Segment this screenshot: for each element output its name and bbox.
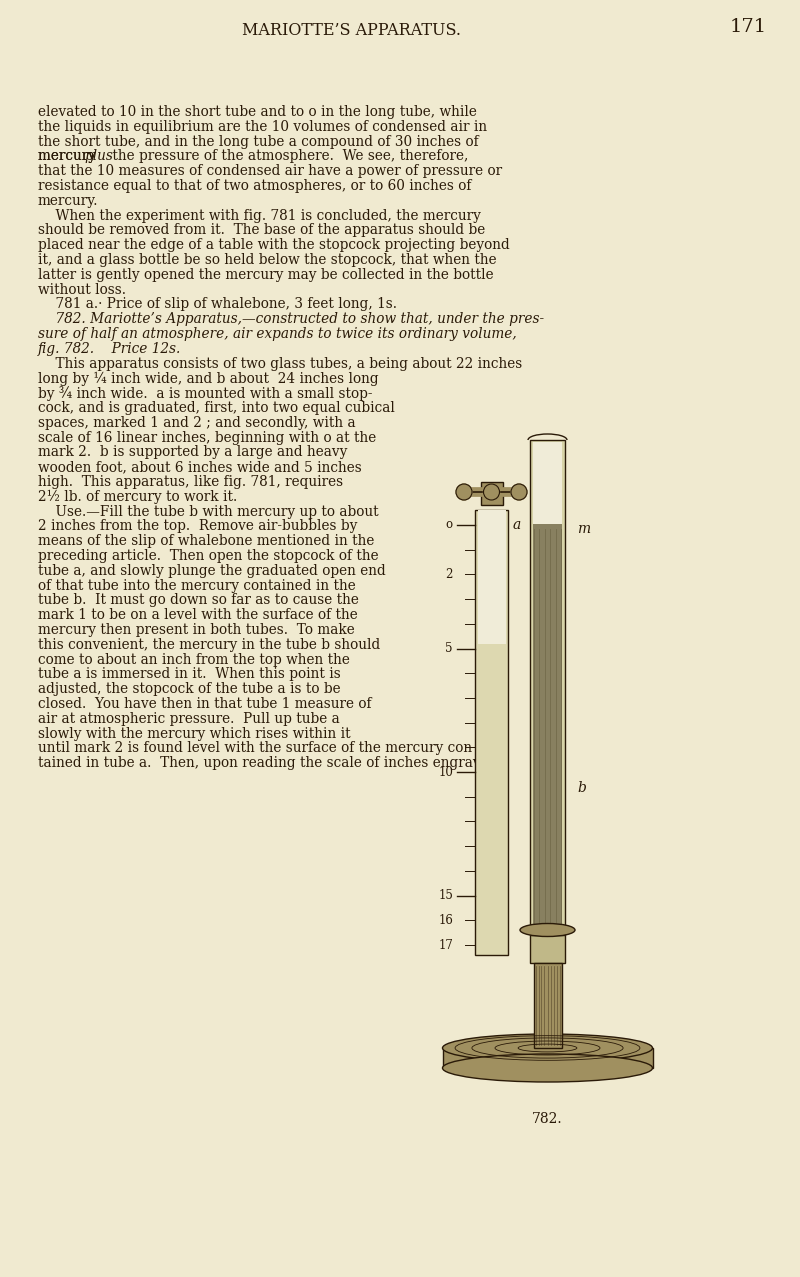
Text: of that tube into the mercury contained in the: of that tube into the mercury contained …: [38, 578, 356, 593]
Text: come to about an inch from the top when the: come to about an inch from the top when …: [38, 653, 350, 667]
Text: 2: 2: [446, 568, 453, 581]
Bar: [530, 935, 565, 963]
Text: sure of half an atmosphere, air expands to twice its ordinary volume,: sure of half an atmosphere, air expands …: [38, 327, 517, 341]
Circle shape: [511, 484, 527, 501]
Text: mercury: mercury: [38, 149, 100, 163]
Ellipse shape: [442, 1054, 653, 1082]
Text: spaces, marked 1 and 2 ; and secondly, with a: spaces, marked 1 and 2 ; and secondly, w…: [38, 416, 356, 430]
Text: without loss.: without loss.: [38, 282, 126, 296]
Text: Use.—Fill the tube b with mercury up to about: Use.—Fill the tube b with mercury up to …: [38, 504, 378, 518]
Bar: [530, 441, 565, 935]
Bar: [533, 442, 562, 524]
Text: the pressure of the atmosphere.  We see, therefore,: the pressure of the atmosphere. We see, …: [107, 149, 468, 163]
Text: tube a is immersed in it.  When this point is: tube a is immersed in it. When this poin…: [38, 668, 341, 682]
Text: When the experiment with fig. 781 is concluded, the mercury: When the experiment with fig. 781 is con…: [38, 208, 481, 222]
Text: mercury then present in both tubes.  To make: mercury then present in both tubes. To m…: [38, 623, 354, 637]
Text: 171: 171: [730, 18, 767, 36]
Text: b: b: [577, 780, 586, 794]
Text: 782.: 782.: [532, 1112, 563, 1126]
Text: it, and a glass bottle be so held below the stopcock, that when the: it, and a glass bottle be so held below …: [38, 253, 497, 267]
Text: 17: 17: [438, 939, 453, 951]
Text: o: o: [446, 518, 453, 531]
Text: wooden foot, about 6 inches wide and 5 inches: wooden foot, about 6 inches wide and 5 i…: [38, 460, 362, 474]
Bar: [534, 963, 562, 1048]
Circle shape: [456, 484, 472, 501]
Bar: [533, 524, 562, 933]
Text: the short tube, and in the long tube a compound of 30 inches of: the short tube, and in the long tube a c…: [38, 134, 478, 148]
Text: 10: 10: [438, 765, 453, 779]
Text: mercury.: mercury.: [38, 194, 98, 208]
Text: high.  This apparatus, like fig. 781, requires: high. This apparatus, like fig. 781, req…: [38, 475, 343, 489]
Text: a: a: [513, 518, 522, 533]
Text: 15: 15: [438, 889, 453, 902]
Text: closed.  You have then in that tube 1 measure of: closed. You have then in that tube 1 mea…: [38, 697, 371, 711]
Text: mercury: mercury: [38, 149, 100, 163]
Text: cock, and is graduated, first, into two equal cubical: cock, and is graduated, first, into two …: [38, 401, 395, 415]
Text: adjusted, the stopcock of the tube a is to be: adjusted, the stopcock of the tube a is …: [38, 682, 341, 696]
Text: preceding article.  Then open the stopcock of the: preceding article. Then open the stopcoc…: [38, 549, 378, 563]
Ellipse shape: [442, 1034, 653, 1062]
Text: air at atmospheric pressure.  Pull up tube a: air at atmospheric pressure. Pull up tub…: [38, 711, 340, 725]
Bar: [442, 1048, 653, 1068]
Text: plus: plus: [85, 149, 114, 163]
Text: elevated to 10 in the short tube and to o in the long tube, while: elevated to 10 in the short tube and to …: [38, 105, 477, 119]
Text: by ¾ inch wide.  a is mounted with a small stop-: by ¾ inch wide. a is mounted with a smal…: [38, 386, 373, 401]
Text: 5: 5: [446, 642, 453, 655]
Text: 781 a.· Price of slip of whalebone, 3 feet long, 1s.: 781 a.· Price of slip of whalebone, 3 fe…: [38, 298, 397, 312]
Text: this convenient, the mercury in the tube b should: this convenient, the mercury in the tube…: [38, 637, 380, 651]
Text: resistance equal to that of two atmospheres, or to 60 inches of: resistance equal to that of two atmosphe…: [38, 179, 471, 193]
Text: latter is gently opened the mercury may be collected in the bottle: latter is gently opened the mercury may …: [38, 268, 494, 282]
Bar: [481, 481, 502, 504]
Text: tained in tube a.  Then, upon reading the scale of inches engraved: tained in tube a. Then, upon reading the…: [38, 756, 498, 770]
Text: fig. 782.    Price 12s.: fig. 782. Price 12s.: [38, 342, 182, 356]
Text: until mark 2 is found level with the surface of the mercury con-: until mark 2 is found level with the sur…: [38, 742, 477, 756]
Text: This apparatus consists of two glass tubes, a being about 22 inches: This apparatus consists of two glass tub…: [38, 356, 522, 370]
Text: means of the slip of whalebone mentioned in the: means of the slip of whalebone mentioned…: [38, 534, 374, 548]
Text: 782. Mariotte’s Apparatus,—constructed to show that, under the pres-: 782. Mariotte’s Apparatus,—constructed t…: [38, 312, 544, 326]
Bar: [478, 510, 506, 644]
Bar: [475, 510, 508, 955]
Circle shape: [483, 484, 499, 501]
Text: that the 10 measures of condensed air have a power of pressure or: that the 10 measures of condensed air ha…: [38, 165, 502, 179]
Text: 2 inches from the top.  Remove air-bubbles by: 2 inches from the top. Remove air-bubble…: [38, 520, 358, 534]
Text: placed near the edge of a table with the stopcock projecting beyond: placed near the edge of a table with the…: [38, 239, 510, 252]
Text: long by ¼ inch wide, and b about  24 inches long: long by ¼ inch wide, and b about 24 inch…: [38, 372, 378, 386]
Text: mark 1 to be on a level with the surface of the: mark 1 to be on a level with the surface…: [38, 608, 358, 622]
Text: MARIOTTE’S APPARATUS.: MARIOTTE’S APPARATUS.: [242, 22, 462, 40]
Text: scale of 16 linear inches, beginning with o at the: scale of 16 linear inches, beginning wit…: [38, 430, 376, 444]
Text: mercury plus the pressure of the atmosphere.  We see, therefore,: mercury plus the pressure of the atmosph…: [38, 149, 490, 163]
Text: mark 2.  b is supported by a large and heavy: mark 2. b is supported by a large and he…: [38, 446, 347, 460]
Text: 16: 16: [438, 914, 453, 927]
Text: the liquids in equilibrium are the 10 volumes of condensed air in: the liquids in equilibrium are the 10 vo…: [38, 120, 487, 134]
Text: should be removed from it.  The base of the apparatus should be: should be removed from it. The base of t…: [38, 223, 486, 238]
Text: slowly with the mercury which rises within it: slowly with the mercury which rises with…: [38, 727, 350, 741]
Ellipse shape: [520, 923, 575, 936]
Text: 2½ lb. of mercury to work it.: 2½ lb. of mercury to work it.: [38, 490, 238, 504]
Text: m: m: [577, 522, 590, 536]
Text: tube a, and slowly plunge the graduated open end: tube a, and slowly plunge the graduated …: [38, 564, 386, 577]
Text: tube b.  It must go down so far as to cause the: tube b. It must go down so far as to cau…: [38, 594, 359, 608]
